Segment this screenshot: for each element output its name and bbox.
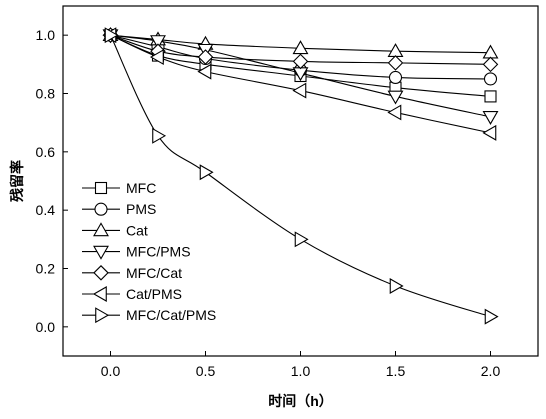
legend-item-cat-pms: Cat/PMS (82, 286, 182, 302)
legend-label: Cat (126, 222, 148, 238)
legend-label: Cat/PMS (126, 286, 182, 302)
data-point-mfc-cat-pms (294, 231, 309, 248)
legend-marker (93, 265, 109, 281)
legend-marker (94, 202, 108, 216)
data-point-cat (482, 44, 499, 59)
x-tick-label: 0.0 (101, 363, 121, 379)
ticks-layer: 0.0 0.5 1.0 1.5 2.0 0.0 0.2 0.4 0.6 0.8 1.0 (36, 27, 501, 379)
y-axis-title: 残留率 (9, 160, 25, 202)
data-point-mfc-cat-pms (199, 164, 214, 181)
data-point-cat (387, 43, 404, 58)
x-tick-label: 1.0 (291, 363, 311, 379)
series-mfc-cat-pms (104, 27, 499, 325)
data-point-cat-pms (387, 104, 402, 121)
legend-item-cat: Cat (82, 222, 148, 238)
data-point-mfc-cat-pms (484, 308, 499, 325)
x-axis-title: 时间（h） (268, 393, 333, 409)
x-tick-label: 1.5 (386, 363, 406, 379)
y-tick-label: 0.2 (36, 261, 56, 277)
legend-marker (93, 222, 109, 237)
data-point-mfc-cat (292, 53, 309, 70)
legend-marker (95, 307, 110, 324)
x-tick-label: 0.5 (196, 363, 216, 379)
legend-item-mfc-pms: MFC/PMS (82, 244, 191, 260)
data-point-cat-pms (149, 49, 164, 65)
series-line-mfc-cat-pms (110, 34, 491, 318)
legend-label: MFC/Cat (126, 265, 182, 281)
data-point-mfc-cat-pms (389, 278, 404, 294)
y-tick-label: 0.0 (36, 319, 56, 335)
data-point-pms (483, 72, 498, 86)
y-tick-label: 0.4 (36, 202, 56, 218)
data-point-mfc-cat (482, 56, 499, 73)
legend-label: MFC (126, 180, 156, 196)
data-point-mfc-cat (197, 49, 214, 65)
y-tick-label: 1.0 (36, 27, 56, 43)
series-layer (102, 27, 499, 325)
legend-marker (93, 245, 109, 260)
x-tick-label: 2.0 (481, 363, 501, 379)
legend: MFC PMS Cat MFC/PMS MFC/Cat Cat/PMS MFC/Cat/PM… (82, 180, 216, 323)
legend-item-pms: PMS (82, 201, 156, 217)
data-point-cat (292, 40, 309, 55)
data-point-cat-pms (482, 124, 497, 141)
data-point-mfc-pms (387, 90, 404, 105)
data-point-mfc-cat-pms (152, 127, 167, 144)
data-point-mfc (484, 90, 497, 103)
legend-item-mfc: MFC (82, 180, 156, 196)
legend-item-mfc-cat: MFC/Cat (82, 265, 182, 281)
legend-marker (94, 181, 108, 195)
data-point-cat-pms (292, 82, 307, 99)
legend-label: PMS (126, 201, 156, 217)
y-tick-label: 0.6 (36, 144, 56, 160)
data-point-mfc-cat-pms (104, 27, 119, 44)
legend-label: MFC/PMS (126, 244, 191, 260)
data-point-mfc-pms (482, 111, 499, 125)
data-point-pms (388, 70, 403, 85)
legend-marker (92, 286, 107, 302)
data-point-mfc-pms (150, 35, 166, 50)
legend-item-mfc-cat-pms: MFC/Cat/PMS (82, 307, 216, 323)
y-tick-label: 0.8 (36, 86, 56, 102)
legend-label: MFC/Cat/PMS (126, 307, 216, 323)
data-point-cat-pms (197, 63, 212, 80)
data-point-mfc-cat (387, 55, 404, 71)
